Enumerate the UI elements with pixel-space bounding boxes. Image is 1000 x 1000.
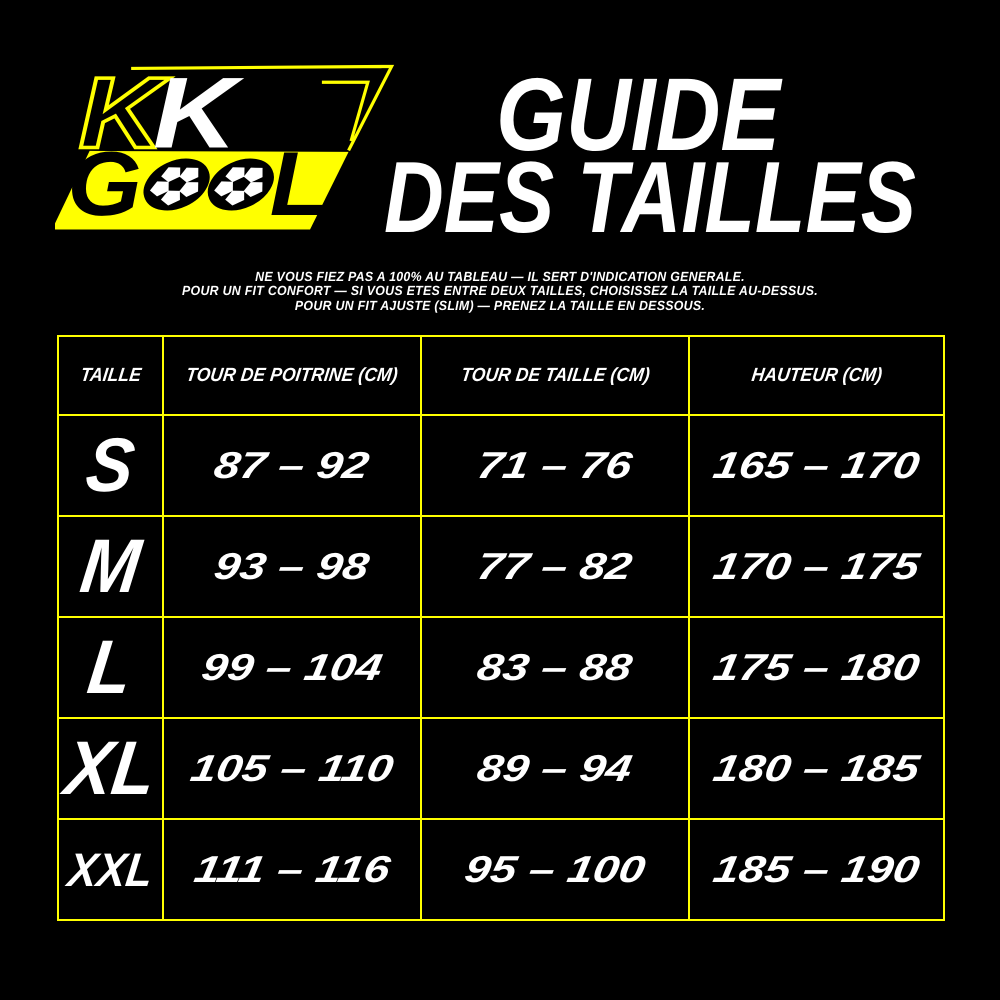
- svg-text:DES TAILLES: DES TAILLES: [384, 141, 916, 235]
- svg-text:L: L: [270, 134, 328, 230]
- svg-text:G: G: [67, 134, 141, 230]
- svg-text:K: K: [153, 60, 245, 170]
